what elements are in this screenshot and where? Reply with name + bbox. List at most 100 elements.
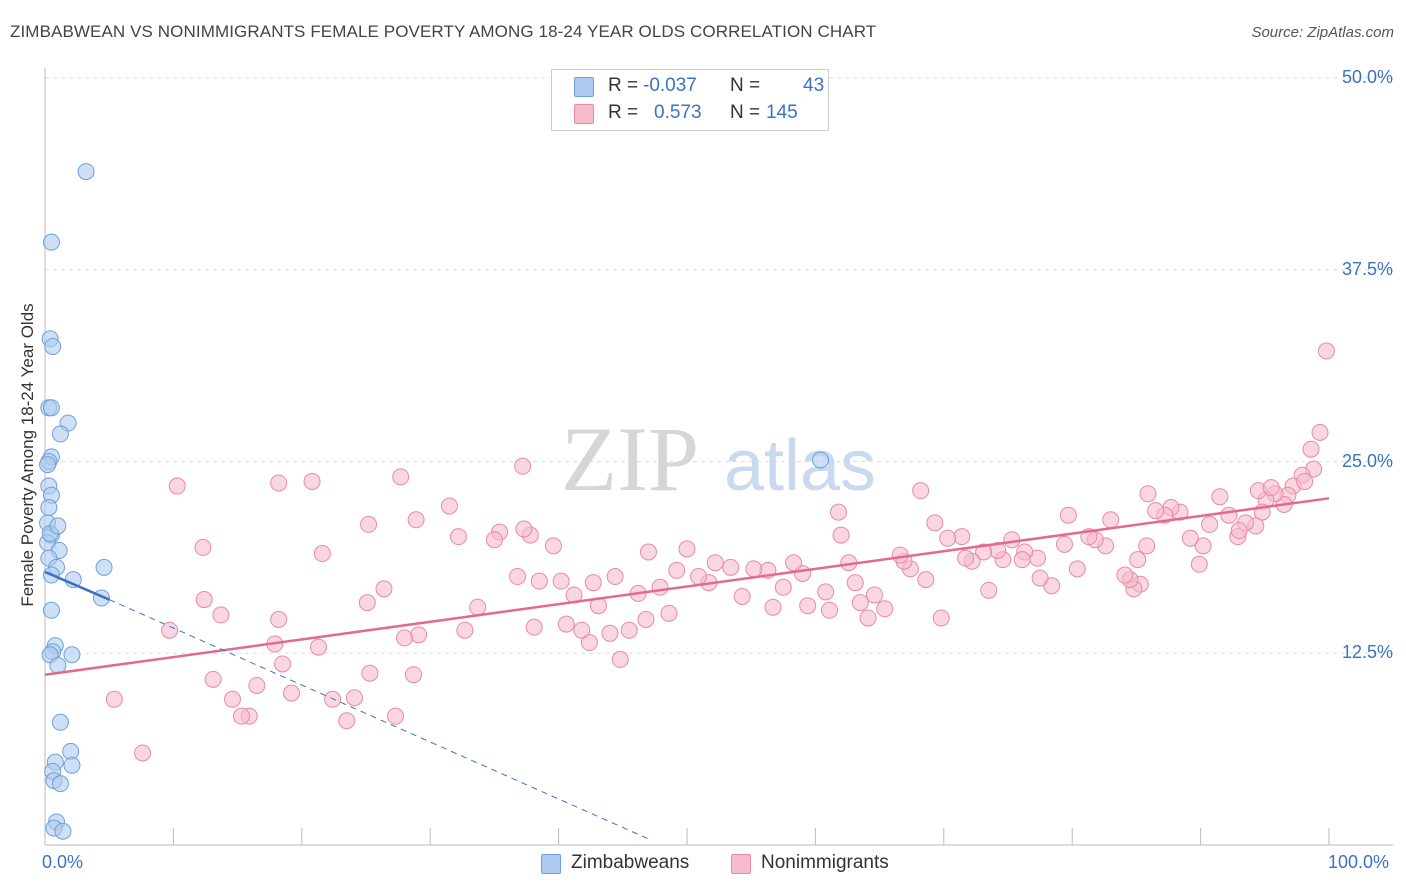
nonimmigrants-point: [620, 621, 638, 639]
nonimmigrants-point: [1220, 506, 1238, 524]
nonimmigrants-point: [405, 666, 423, 684]
legend-n-value: 145: [766, 102, 798, 123]
nonimmigrants-point: [485, 531, 503, 549]
nonimmigrants-point: [1102, 511, 1120, 529]
nonimmigrants-point: [1230, 522, 1248, 540]
nonimmigrants-point: [514, 457, 532, 475]
bottom-legend-label: Nonimmigrants: [761, 852, 889, 873]
zimbabweans-point: [51, 713, 69, 731]
nonimmigrants-point: [557, 615, 575, 633]
nonimmigrants-point: [1059, 506, 1077, 524]
x-tick-label-max: 100.0%: [1328, 852, 1390, 872]
nonimmigrants-point: [939, 529, 957, 547]
y-tick-label: 25.0%: [1341, 450, 1393, 471]
nonimmigrants-point: [668, 561, 686, 579]
nonimmigrants-point: [1138, 537, 1156, 555]
nonimmigrants-point: [1311, 423, 1329, 441]
nonimmigrants-point: [223, 690, 241, 708]
nonimmigrants-point: [194, 538, 212, 556]
legend-swatch-blue: [574, 77, 594, 97]
nonimmigrants-point: [449, 528, 467, 546]
nonimmigrants-point: [821, 601, 839, 619]
nonimmigrants-point: [509, 568, 527, 586]
nonimmigrants-point: [544, 537, 562, 555]
nonimmigrants-point: [851, 594, 869, 612]
nonimmigrants-point: [1147, 502, 1165, 520]
nonimmigrants-point: [953, 528, 971, 546]
series-nonimmigrants-points: [105, 342, 1335, 762]
nonimmigrants-point: [660, 604, 678, 622]
zimbabweans-point: [44, 337, 62, 355]
nonimmigrants-point: [456, 621, 474, 639]
zimbabweans-trend-extension: [108, 599, 649, 840]
nonimmigrants-point: [1201, 515, 1219, 533]
nonimmigrants-point: [410, 626, 428, 644]
nonimmigrants-point: [799, 597, 817, 615]
nonimmigrants-point: [375, 580, 393, 598]
nonimmigrants-point: [168, 477, 186, 495]
nonimmigrants-point: [270, 611, 288, 629]
nonimmigrants-point: [105, 690, 123, 708]
nonimmigrants-point: [525, 618, 543, 636]
nonimmigrants-point: [1003, 531, 1021, 549]
source-credit: Source: ZipAtlas.com: [1251, 24, 1394, 41]
nonimmigrants-point: [212, 606, 230, 624]
nonimmigrants-point: [764, 598, 782, 616]
y-tick-label: 12.5%: [1341, 642, 1393, 663]
legend-n-label: N =: [730, 102, 761, 123]
nonimmigrants-point: [611, 650, 629, 668]
nonimmigrants-point: [1055, 535, 1073, 553]
nonimmigrants-point: [733, 587, 751, 605]
legend-swatch-pink: [574, 104, 594, 124]
zimbabweans-trend-line: [44, 570, 110, 601]
zimbabweans-point: [42, 233, 60, 251]
trend-lines: [44, 497, 1330, 840]
nonimmigrants-point: [584, 574, 602, 592]
nonimmigrants-point: [957, 549, 975, 567]
nonimmigrants-point: [1116, 566, 1134, 584]
nonimmigrants-point: [830, 503, 848, 521]
watermark-atlas: atlas: [724, 426, 876, 506]
zimbabweans-point: [42, 601, 60, 619]
nonimmigrants-point: [358, 594, 376, 612]
chart-title: ZIMBABWEAN VS NONIMMIGRANTS FEMALE POVER…: [10, 22, 877, 41]
legend-n-label: N =: [730, 75, 761, 96]
nonimmigrants-point: [309, 638, 327, 656]
nonimmigrants-point: [601, 624, 619, 642]
nonimmigrants-point: [270, 474, 288, 492]
nonimmigrants-point: [1262, 479, 1280, 497]
zimbabweans-point: [63, 646, 81, 664]
nonimmigrants-point: [396, 629, 414, 647]
nonimmigrants-point: [785, 554, 803, 572]
zimbabweans-point: [49, 517, 67, 535]
legend-r-value: 0.573: [654, 102, 702, 123]
legend-r-label: R =: [608, 75, 639, 96]
nonimmigrants-point: [891, 546, 909, 564]
nonimmigrants-point: [859, 609, 877, 627]
nonimmigrants-point: [573, 621, 591, 639]
zimbabweans-point: [39, 456, 57, 474]
watermark-zip: ZIP: [561, 408, 699, 510]
series-zimbabweans-points: [39, 163, 830, 840]
nonimmigrants-point: [248, 676, 266, 694]
nonimmigrants-point: [324, 690, 342, 708]
nonimmigrants-point: [303, 472, 321, 490]
axes: [44, 68, 1393, 846]
zimbabweans-point: [40, 499, 58, 517]
zimbabweans-point: [95, 558, 113, 576]
nonimmigrants-point: [361, 664, 379, 682]
nonimmigrants-point: [407, 511, 425, 529]
nonimmigrants-point: [876, 600, 894, 618]
nonimmigrants-point: [865, 586, 883, 604]
nonimmigrants-point: [1296, 472, 1314, 490]
zimbabweans-point: [812, 451, 830, 469]
nonimmigrants-point: [313, 545, 331, 563]
nonimmigrants-point: [832, 526, 850, 544]
nonimmigrants-point: [745, 560, 763, 578]
nonimmigrants-point: [469, 598, 487, 616]
nonimmigrants-point: [580, 634, 598, 652]
nonimmigrants-point: [846, 574, 864, 592]
nonimmigrants-point: [1181, 529, 1199, 547]
nonimmigrants-point: [134, 744, 152, 762]
